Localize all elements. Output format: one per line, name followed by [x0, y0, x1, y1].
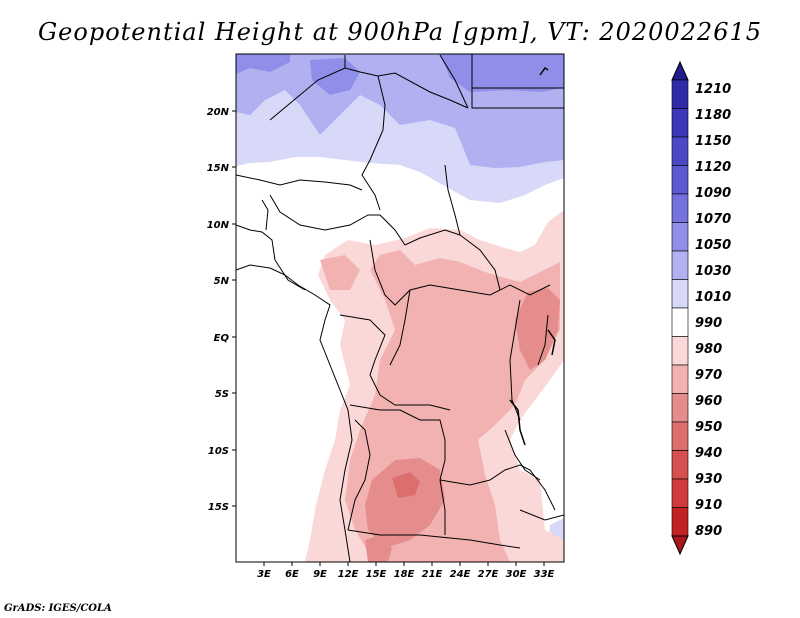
svg-text:18E: 18E: [394, 569, 415, 580]
svg-text:6E: 6E: [285, 569, 299, 580]
contour-fill-1050-ne: [440, 54, 564, 92]
svg-text:24E: 24E: [450, 569, 471, 580]
grads-credit: GrADS: IGES/COLA: [4, 603, 112, 614]
colorbar-box: [671, 222, 689, 252]
x-tick: 18E: [394, 562, 415, 580]
y-tick: 5S: [215, 389, 236, 400]
map-area: [236, 54, 564, 562]
colorbar-box: [671, 193, 689, 223]
colorbar-label: 980: [695, 342, 722, 357]
colorbar-box: [671, 478, 689, 508]
colorbar-label: 1150: [695, 134, 731, 149]
svg-text:30E: 30E: [506, 569, 527, 580]
colorbar-label: 1120: [695, 160, 731, 175]
svg-text:21E: 21E: [422, 569, 443, 580]
svg-text:33E: 33E: [534, 569, 555, 580]
svg-text:10S: 10S: [208, 446, 229, 457]
colorbar-box: [671, 336, 689, 366]
x-axis: 3E 6E 9E 12E 15E 18E 21E 24E 27E 30E 33E: [257, 562, 555, 580]
contour-fill-970-w: [320, 255, 360, 290]
y-tick: EQ: [214, 333, 236, 344]
y-tick: 15S: [208, 502, 236, 513]
y-tick: 10S: [208, 446, 236, 457]
colorbar-label: 1070: [695, 212, 731, 227]
colorbar-label: 970: [695, 368, 722, 383]
svg-text:5N: 5N: [214, 276, 230, 287]
colorbar-box: [671, 307, 689, 337]
colorbar-label: 1030: [695, 264, 731, 279]
svg-text:9E: 9E: [313, 569, 327, 580]
x-tick: 12E: [338, 562, 359, 580]
x-tick: 3E: [257, 562, 271, 580]
colorbar-label: 990: [695, 316, 722, 331]
svg-text:3E: 3E: [257, 569, 271, 580]
map-frame: [235, 53, 565, 563]
contour-fill-960-sw: [365, 535, 392, 562]
x-tick: 9E: [313, 562, 327, 580]
colorbar-label: 940: [695, 446, 722, 461]
colorbar-box: [671, 108, 689, 138]
colorbar-label: 890: [695, 524, 722, 539]
svg-text:20N: 20N: [207, 107, 230, 118]
map-boundaries: [236, 54, 564, 562]
colorbar-label: 930: [695, 472, 722, 487]
colorbar-label: 960: [695, 394, 722, 409]
colorbar-label: 910: [695, 498, 722, 513]
colorbar-label: 1050: [695, 238, 731, 253]
y-tick: 5N: [214, 276, 236, 287]
svg-text:27E: 27E: [478, 569, 499, 580]
y-tick: 10N: [207, 220, 236, 231]
colorbar-box: [671, 421, 689, 451]
colorbar-bottom-arrow: [671, 535, 689, 556]
y-tick: 15N: [207, 163, 236, 174]
svg-text:15N: 15N: [207, 163, 230, 174]
colorbar-label: 1180: [695, 108, 731, 123]
colorbar-box: [671, 507, 689, 537]
colorbar-label: 1010: [695, 290, 731, 305]
colorbar-label: 950: [695, 420, 722, 435]
svg-text:10N: 10N: [207, 220, 230, 231]
x-tick: 30E: [506, 562, 527, 580]
colorbar-labels: 1210 1180 1150 1120 1090 1070 1050 1030 1010 990 9…: [695, 82, 731, 539]
colorbar-box: [671, 279, 689, 309]
svg-text:5S: 5S: [215, 389, 229, 400]
colorbar-box: [671, 364, 689, 394]
colorbar-label: 1090: [695, 186, 731, 201]
colorbar: 1210 1180 1150 1120 1090 1070 1050 1030 1010 990 9…: [671, 60, 731, 556]
contour-fill-1050: [236, 54, 290, 74]
contour-fill-1050-c: [310, 58, 360, 95]
colorbar-boxes: [671, 79, 689, 537]
chart-title: Geopotential Height at 900hPa [gpm], VT:…: [38, 18, 762, 46]
colorbar-box: [671, 136, 689, 166]
x-tick: 15E: [366, 562, 387, 580]
contour-fill-960-e: [515, 288, 560, 370]
x-tick: 24E: [450, 562, 471, 580]
colorbar-top-arrow: [671, 60, 689, 81]
x-tick: 27E: [478, 562, 499, 580]
colorbar-box: [671, 79, 689, 109]
colorbar-box: [671, 450, 689, 480]
contour-fill-950: [392, 472, 420, 498]
svg-text:EQ: EQ: [214, 333, 230, 344]
svg-text:15E: 15E: [366, 569, 387, 580]
colorbar-label: 1210: [695, 82, 731, 97]
contour-fill-960-s: [365, 458, 445, 548]
colorbar-box: [671, 165, 689, 195]
x-tick: 6E: [285, 562, 299, 580]
svg-text:15S: 15S: [208, 502, 229, 513]
colorbar-box: [671, 250, 689, 280]
y-tick: 20N: [207, 107, 236, 118]
svg-text:12E: 12E: [338, 569, 359, 580]
x-tick: 21E: [422, 562, 443, 580]
colorbar-box: [671, 393, 689, 423]
x-tick: 33E: [534, 562, 555, 580]
y-axis: 20N 15N 10N 5N EQ 5S 10S 15S: [207, 107, 236, 513]
